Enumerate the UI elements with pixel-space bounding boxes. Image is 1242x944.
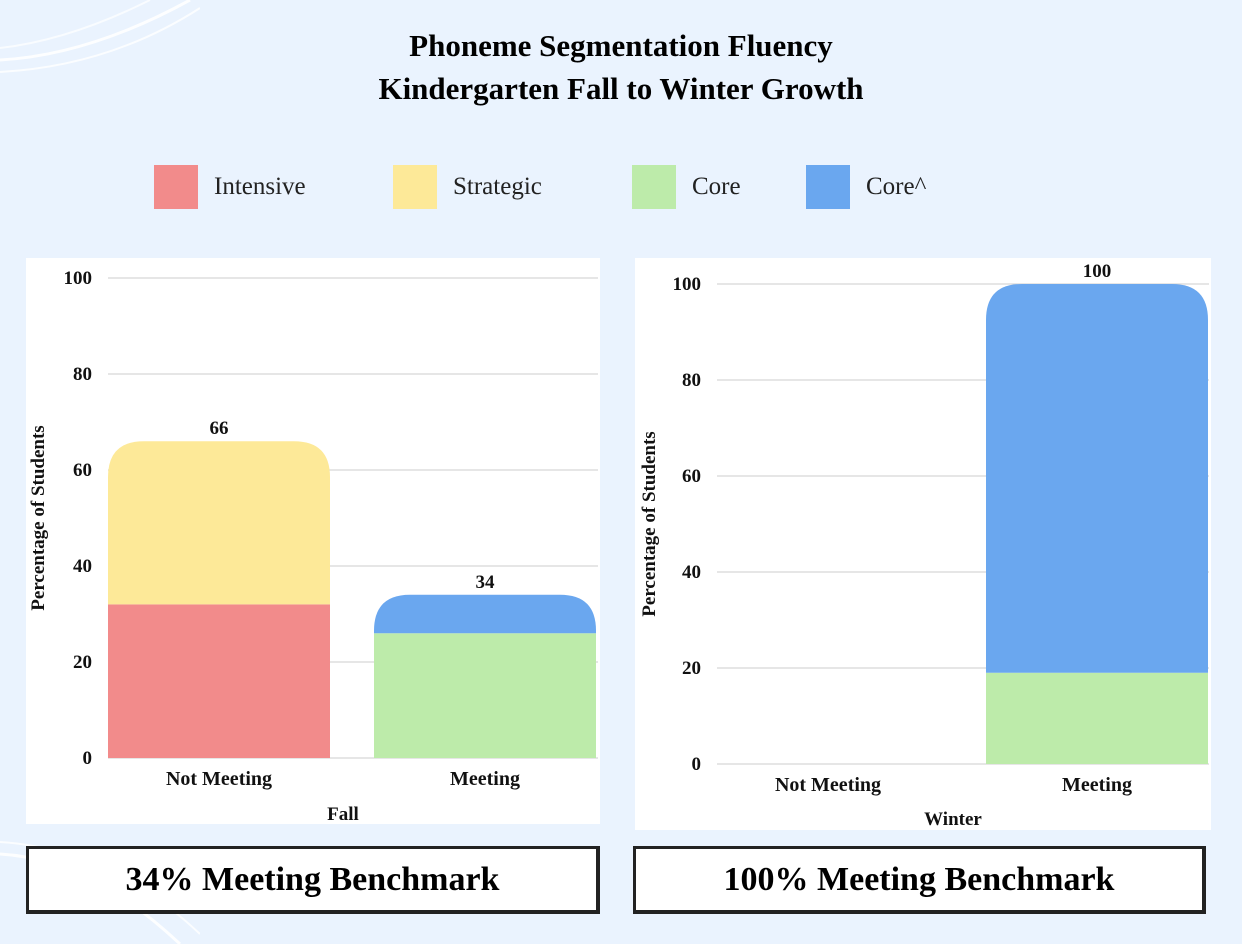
chart-title: Phoneme Segmentation Fluency Kindergarte… — [0, 24, 1242, 110]
winter-summary-box: 100% Meeting Benchmark — [633, 846, 1206, 914]
y-tick-label-0: 0 — [692, 754, 702, 775]
data-label-meeting: 34 — [476, 572, 496, 593]
bar-meeting-core-plus — [374, 594, 596, 634]
x-axis-title: Fall — [327, 804, 359, 824]
fall-chart-panel: 0 20 40 60 80 100 66 Not Meeting 34 Meeting Fall Pe… — [26, 258, 600, 824]
legend-label-intensive: Intensive — [214, 173, 306, 200]
legend-swatch-core — [632, 165, 676, 209]
legend-swatch-strategic — [393, 165, 437, 209]
bar-not-meeting-intensive — [108, 604, 330, 758]
legend-item-intensive: Intensive — [154, 165, 306, 209]
y-tick-label-60: 60 — [682, 466, 701, 487]
winter-chart-panel: 0 20 40 60 80 100 Not Meeting 100 Meeting Winter P… — [635, 258, 1211, 830]
legend-label-strategic: Strategic — [453, 173, 542, 200]
fall-summary-text: 34% Meeting Benchmark — [125, 860, 500, 898]
legend-swatch-core-plus — [806, 165, 850, 209]
y-axis-title: Percentage of Students — [639, 431, 660, 616]
x-axis-title: Winter — [924, 809, 982, 830]
winter-chart: 0 20 40 60 80 100 Not Meeting 100 Meeting Winter P… — [639, 261, 1209, 830]
y-tick-label-100: 100 — [673, 274, 702, 295]
y-tick-label-100: 100 — [64, 268, 93, 289]
legend-item-core-plus: Core^ — [806, 165, 926, 209]
title-line-1: Phoneme Segmentation Fluency — [409, 28, 833, 63]
y-tick-label-40: 40 — [73, 556, 92, 577]
fall-summary-box: 34% Meeting Benchmark — [26, 846, 600, 914]
x-category-label-meeting: Meeting — [1062, 774, 1132, 796]
y-tick-label-0: 0 — [83, 748, 93, 769]
legend-label-core: Core — [692, 173, 741, 200]
bar-meeting-core — [374, 633, 596, 758]
bar-meeting-core-plus — [986, 284, 1208, 673]
y-tick-label-40: 40 — [682, 562, 701, 583]
x-category-label-not-meeting: Not Meeting — [166, 768, 272, 790]
bar-meeting-core — [986, 672, 1208, 764]
y-tick-label-20: 20 — [682, 658, 701, 679]
bar-not-meeting-strategic — [108, 441, 330, 605]
legend-item-core: Core — [632, 165, 741, 209]
data-label-meeting: 100 — [1083, 261, 1112, 282]
legend: Intensive Strategic Core Core^ — [0, 165, 1242, 209]
x-category-label-not-meeting: Not Meeting — [775, 774, 881, 796]
x-category-label-meeting: Meeting — [450, 768, 520, 790]
legend-swatch-intensive — [154, 165, 198, 209]
y-tick-label-80: 80 — [682, 370, 701, 391]
y-tick-label-80: 80 — [73, 364, 92, 385]
fall-chart: 0 20 40 60 80 100 66 Not Meeting 34 Meeting Fall Pe… — [28, 268, 598, 824]
y-axis-title: Percentage of Students — [28, 425, 49, 610]
y-tick-label-60: 60 — [73, 460, 92, 481]
y-tick-label-20: 20 — [73, 652, 92, 673]
title-line-2: Kindergarten Fall to Winter Growth — [378, 71, 864, 106]
legend-label-core-plus: Core^ — [866, 173, 927, 200]
data-label-not-meeting: 66 — [210, 418, 229, 439]
winter-summary-text: 100% Meeting Benchmark — [723, 860, 1115, 898]
legend-item-strategic: Strategic — [393, 165, 542, 209]
